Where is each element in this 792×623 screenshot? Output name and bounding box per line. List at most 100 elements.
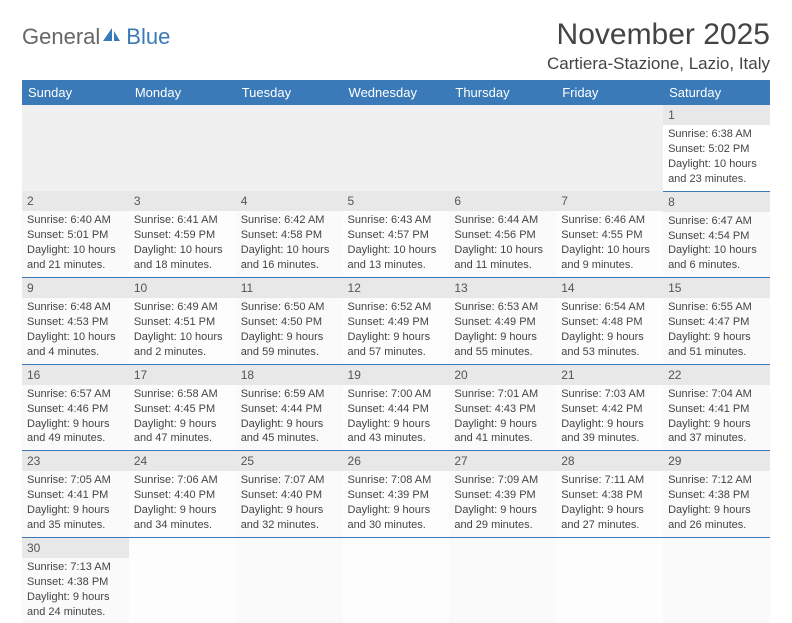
- day-number: 10: [129, 278, 236, 298]
- calendar-cell: 19 Sunrise: 7:00 AMSunset: 4:44 PMDayligh…: [343, 364, 450, 451]
- sunrise-text: Sunrise: 7:00 AM: [348, 387, 445, 402]
- calendar-cell: [343, 537, 450, 623]
- calendar-cell: [663, 537, 770, 623]
- daylight-text: Daylight: 9 hours and 57 minutes.: [348, 330, 445, 360]
- day-number: 13: [449, 278, 556, 298]
- sunset-text: Sunset: 4:39 PM: [348, 488, 445, 503]
- sunrise-text: Sunrise: 6:59 AM: [241, 387, 338, 402]
- day-number: 2: [22, 191, 129, 211]
- day-number: 27: [449, 451, 556, 471]
- calendar-cell: 29Sunrise: 7:12 AMSunset: 4:38 PMDayligh…: [663, 451, 770, 538]
- day-header: Thursday: [449, 80, 556, 105]
- sunrise-text: Sunrise: 7:05 AM: [27, 473, 124, 488]
- calendar-cell: [22, 105, 129, 191]
- calendar-cell: 14Sunrise: 6:54 AMSunset: 4:48 PMDayligh…: [556, 278, 663, 365]
- day-number: 20: [449, 365, 556, 385]
- calendar-cell: 24Sunrise: 7:06 AMSunset: 4:40 PMDayligh…: [129, 451, 236, 538]
- day-number: 23: [22, 451, 129, 471]
- day-header: Tuesday: [236, 80, 343, 105]
- sunset-text: Sunset: 4:44 PM: [348, 402, 445, 417]
- daylight-text: Daylight: 10 hours and 9 minutes.: [561, 243, 658, 273]
- daylight-text: Daylight: 9 hours and 43 minutes.: [348, 417, 445, 447]
- daylight-text: Daylight: 10 hours and 16 minutes.: [241, 243, 338, 273]
- calendar-cell: 7Sunrise: 6:46 AMSunset: 4:55 PMDaylight…: [556, 191, 663, 278]
- sunset-text: Sunset: 4:47 PM: [668, 315, 765, 330]
- daylight-text: Daylight: 9 hours and 53 minutes.: [561, 330, 658, 360]
- calendar-row: 1Sunrise: 6:38 AMSunset: 5:02 PMDaylight…: [22, 105, 770, 191]
- day-number: 19: [343, 365, 450, 385]
- sunset-text: Sunset: 4:40 PM: [241, 488, 338, 503]
- daylight-text: Daylight: 10 hours and 18 minutes.: [134, 243, 231, 273]
- sunrise-text: Sunrise: 6:58 AM: [134, 387, 231, 402]
- day-number: 8: [663, 192, 770, 212]
- daylight-text: Daylight: 9 hours and 59 minutes.: [241, 330, 338, 360]
- sunrise-text: Sunrise: 6:48 AM: [27, 300, 124, 315]
- daylight-text: Daylight: 9 hours and 47 minutes.: [134, 417, 231, 447]
- day-number: 28: [556, 451, 663, 471]
- day-number: 17: [129, 365, 236, 385]
- calendar-cell: [449, 537, 556, 623]
- day-number: 15: [663, 278, 770, 298]
- day-number: 21: [556, 365, 663, 385]
- calendar-cell: [556, 537, 663, 623]
- sunrise-text: Sunrise: 6:41 AM: [134, 213, 231, 228]
- sunset-text: Sunset: 4:41 PM: [27, 488, 124, 503]
- day-number: 9: [22, 278, 129, 298]
- calendar-cell: [236, 105, 343, 191]
- sunrise-text: Sunrise: 6:38 AM: [668, 127, 765, 142]
- logo-text-blue: Blue: [126, 24, 170, 50]
- day-number: 24: [129, 451, 236, 471]
- daylight-text: Daylight: 9 hours and 32 minutes.: [241, 503, 338, 533]
- calendar-cell: 17Sunrise: 6:58 AMSunset: 4:45 PMDayligh…: [129, 364, 236, 451]
- daylight-text: Daylight: 9 hours and 29 minutes.: [454, 503, 551, 533]
- calendar-cell: 4Sunrise: 6:42 AMSunset: 4:58 PMDaylight…: [236, 191, 343, 278]
- sunrise-text: Sunrise: 6:40 AM: [27, 213, 124, 228]
- calendar-cell: 2Sunrise: 6:40 AMSunset: 5:01 PMDaylight…: [22, 191, 129, 278]
- calendar-cell: 12Sunrise: 6:52 AMSunset: 4:49 PMDayligh…: [343, 278, 450, 365]
- sunset-text: Sunset: 4:41 PM: [668, 402, 765, 417]
- daylight-text: Daylight: 9 hours and 26 minutes.: [668, 503, 765, 533]
- sunset-text: Sunset: 4:53 PM: [27, 315, 124, 330]
- calendar-cell: 5Sunrise: 6:43 AMSunset: 4:57 PMDaylight…: [343, 191, 450, 278]
- calendar-cell: [129, 105, 236, 191]
- calendar-cell: 16Sunrise: 6:57 AMSunset: 4:46 PMDayligh…: [22, 364, 129, 451]
- sunset-text: Sunset: 4:38 PM: [668, 488, 765, 503]
- day-number: 18: [236, 365, 343, 385]
- sunset-text: Sunset: 4:43 PM: [454, 402, 551, 417]
- calendar-cell: 3Sunrise: 6:41 AMSunset: 4:59 PMDaylight…: [129, 191, 236, 278]
- day-number: 14: [556, 278, 663, 298]
- sunrise-text: Sunrise: 7:09 AM: [454, 473, 551, 488]
- day-number: 3: [129, 191, 236, 211]
- sunset-text: Sunset: 5:02 PM: [668, 142, 765, 157]
- day-number: 7: [556, 191, 663, 211]
- daylight-text: Daylight: 9 hours and 39 minutes.: [561, 417, 658, 447]
- sunrise-text: Sunrise: 7:12 AM: [668, 473, 765, 488]
- calendar-body: 1Sunrise: 6:38 AMSunset: 5:02 PMDaylight…: [22, 105, 770, 623]
- sunset-text: Sunset: 4:49 PM: [348, 315, 445, 330]
- day-header-row: Sunday Monday Tuesday Wednesday Thursday…: [22, 80, 770, 105]
- sunset-text: Sunset: 4:40 PM: [134, 488, 231, 503]
- calendar-cell: 27 Sunrise: 7:09 AMSunset: 4:39 PMDayligh…: [449, 451, 556, 538]
- sunrise-text: Sunrise: 7:07 AM: [241, 473, 338, 488]
- day-header: Monday: [129, 80, 236, 105]
- calendar-cell: 22Sunrise: 7:04 AMSunset: 4:41 PMDayligh…: [663, 364, 770, 451]
- calendar-cell: 26Sunrise: 7:08 AMSunset: 4:39 PMDayligh…: [343, 451, 450, 538]
- daylight-text: Daylight: 10 hours and 11 minutes.: [454, 243, 551, 273]
- sunset-text: Sunset: 4:46 PM: [27, 402, 124, 417]
- month-title: November 2025: [547, 18, 770, 52]
- sunset-text: Sunset: 4:39 PM: [454, 488, 551, 503]
- calendar-cell: [343, 105, 450, 191]
- calendar-cell: 10Sunrise: 6:49 AMSunset: 4:51 PMDayligh…: [129, 278, 236, 365]
- calendar-cell: 6Sunrise: 6:44 AMSunset: 4:56 PMDaylight…: [449, 191, 556, 278]
- day-number: 22: [663, 365, 770, 385]
- calendar-cell: [129, 537, 236, 623]
- day-header: Saturday: [663, 80, 770, 105]
- calendar-cell: [556, 105, 663, 191]
- sunrise-text: Sunrise: 7:03 AM: [561, 387, 658, 402]
- day-header: Sunday: [22, 80, 129, 105]
- calendar-cell: 20Sunrise: 7:01 AMSunset: 4:43 PMDayligh…: [449, 364, 556, 451]
- daylight-text: Daylight: 9 hours and 41 minutes.: [454, 417, 551, 447]
- day-number: 16: [22, 365, 129, 385]
- daylight-text: Daylight: 9 hours and 49 minutes.: [27, 417, 124, 447]
- day-number: 26: [343, 451, 450, 471]
